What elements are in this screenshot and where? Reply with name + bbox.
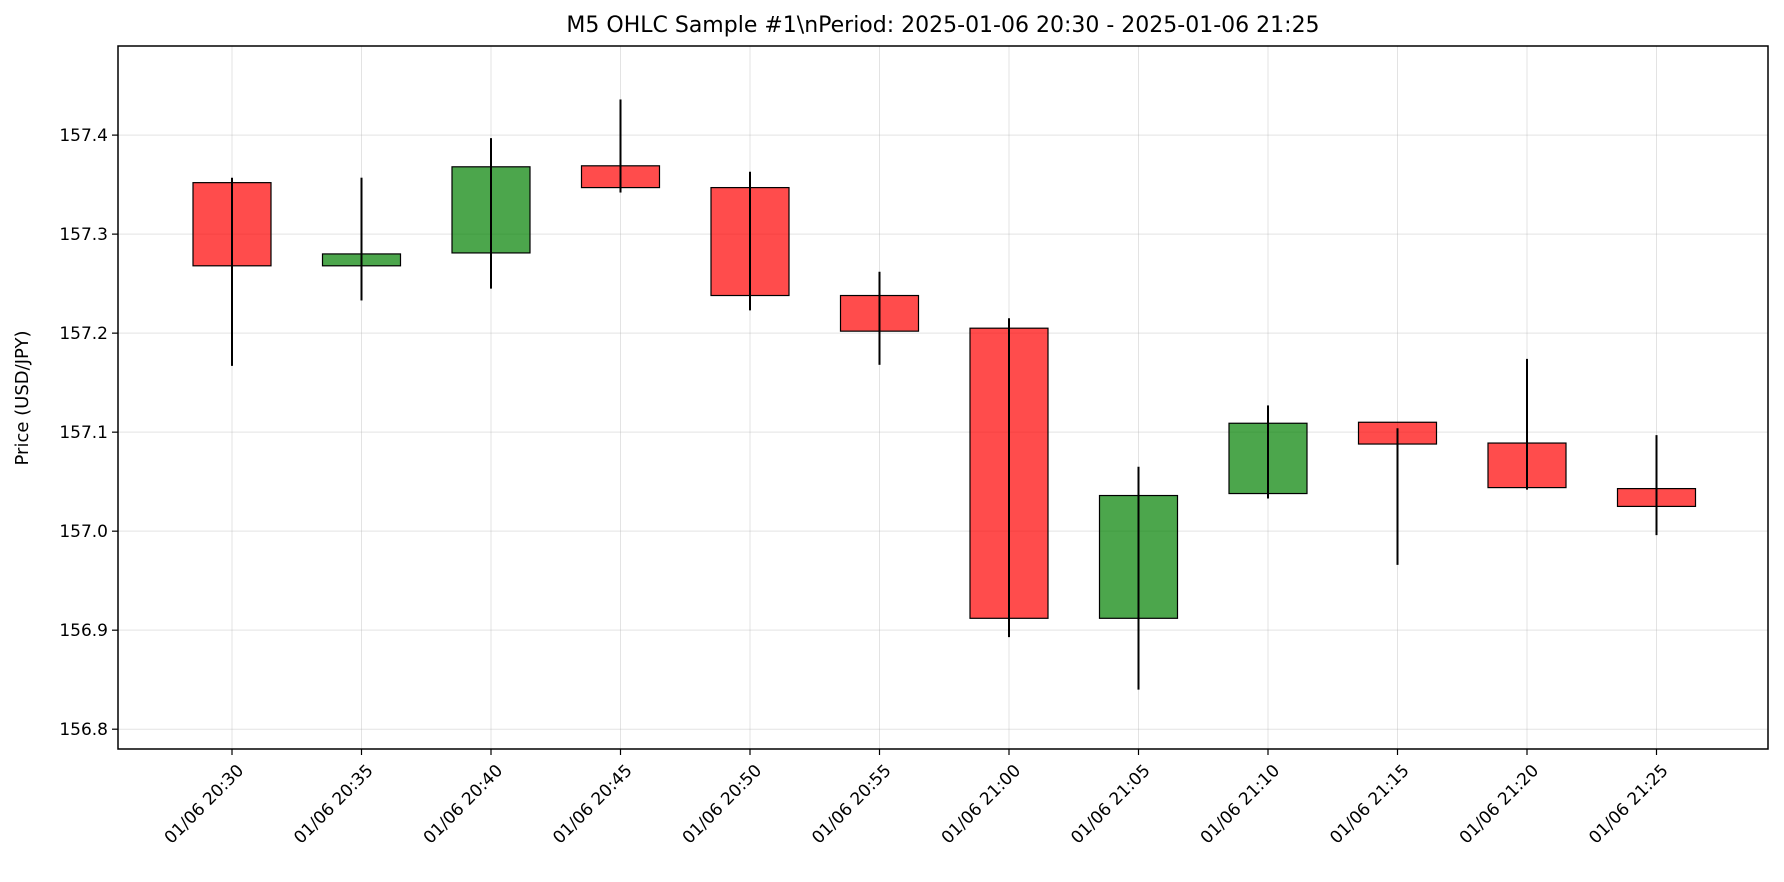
candle-10: [1487, 358, 1567, 490]
plot-frame: [117, 45, 1769, 750]
candle-8: [1228, 405, 1308, 499]
candle-3: [580, 99, 661, 193]
candle-1: [321, 177, 402, 301]
y-tick-label: 157.4: [59, 126, 108, 146]
candle-layer: [192, 99, 1697, 690]
candle-0: [192, 177, 272, 366]
grid-layer: [118, 46, 1768, 749]
y-tick-label: 157.3: [59, 225, 108, 245]
y-tick-label: 156.9: [59, 621, 108, 641]
candle-5: [839, 271, 920, 365]
candle-7: [1098, 466, 1179, 690]
y-tick-label: 157.0: [59, 522, 108, 542]
candle-6: [969, 318, 1049, 638]
y-tick-label: 157.2: [59, 324, 108, 344]
y-tick-label: 156.8: [59, 720, 108, 740]
candle-11: [1616, 435, 1697, 536]
chart-title: M5 OHLC Sample #1\nPeriod: 2025-01-06 20…: [566, 13, 1319, 38]
candle-9: [1357, 421, 1438, 565]
candle-2: [451, 138, 531, 289]
candle-4: [710, 171, 790, 311]
y-axis-label: Price (USD/JPY): [12, 331, 33, 466]
y-tick-label: 157.1: [59, 423, 108, 443]
